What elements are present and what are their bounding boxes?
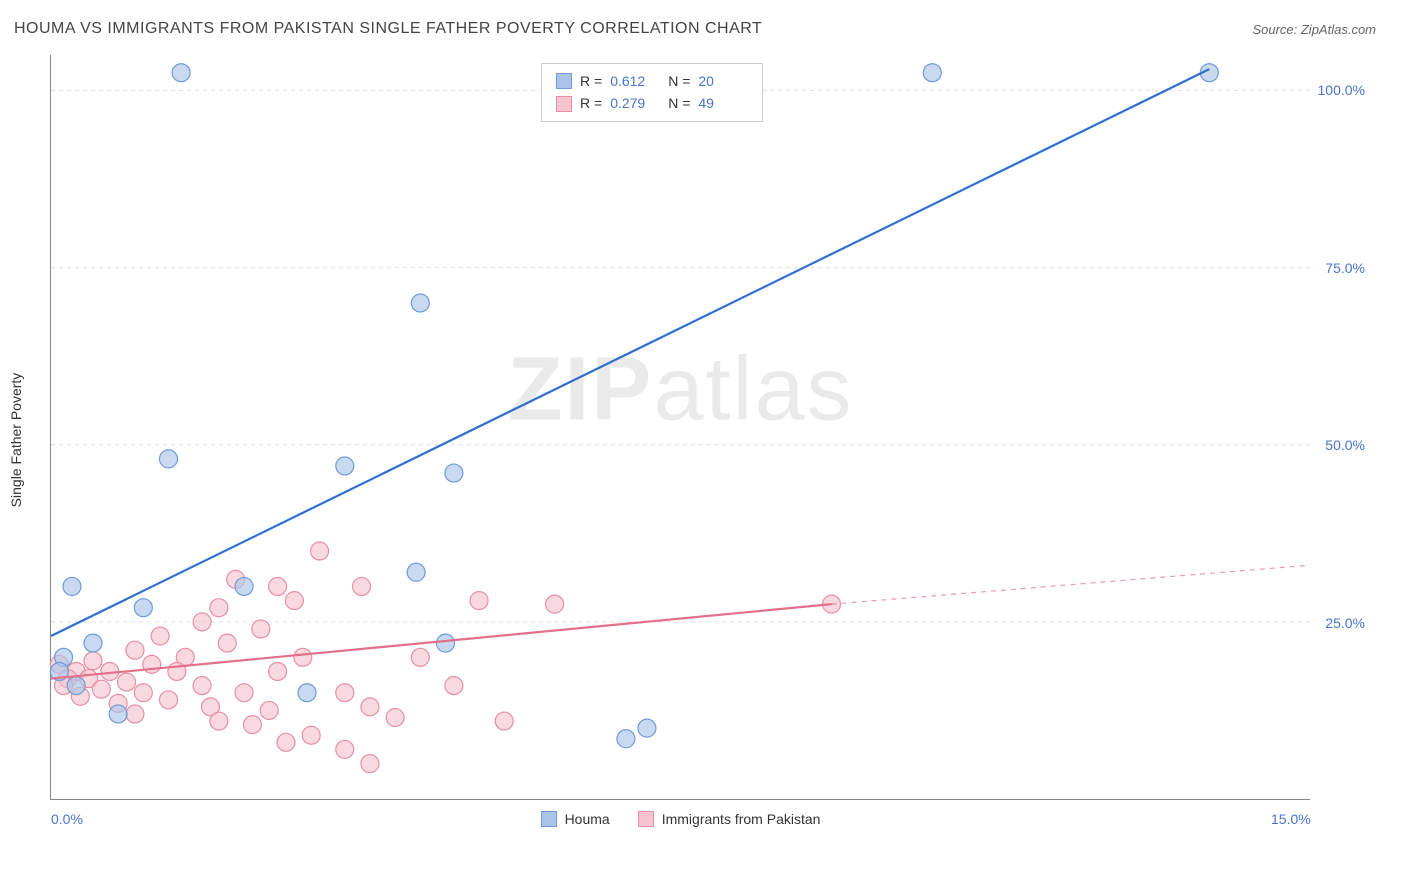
legend-row-pakistan: R = 0.279 N = 49	[556, 92, 748, 114]
y-tick-label: 75.0%	[1325, 260, 1365, 276]
plot-svg	[51, 55, 1310, 799]
legend-swatch-pakistan-icon	[638, 811, 654, 827]
legend-r-value-houma: 0.612	[610, 70, 660, 92]
y-tick-label: 100.0%	[1318, 82, 1365, 98]
legend-n-label: N =	[668, 70, 690, 92]
plot-area: ZIPatlas 25.0%50.0%75.0%100.0% 0.0%15.0%…	[50, 55, 1310, 800]
legend-correlation: R = 0.612 N = 20 R = 0.279 N = 49	[541, 63, 763, 122]
legend-series: Houma Immigrants from Pakistan	[541, 811, 821, 827]
x-tick-label: 0.0%	[51, 811, 83, 827]
chart-area: Single Father Poverty ZIPatlas 25.0%50.0…	[50, 55, 1350, 825]
legend-item-houma: Houma	[541, 811, 610, 827]
y-tick-label: 50.0%	[1325, 437, 1365, 453]
chart-title: HOUMA VS IMMIGRANTS FROM PAKISTAN SINGLE…	[14, 20, 762, 38]
legend-n-value-houma: 20	[698, 70, 748, 92]
legend-row-houma: R = 0.612 N = 20	[556, 70, 748, 92]
source-label: Source: ZipAtlas.com	[1252, 22, 1376, 37]
legend-swatch-houma	[556, 73, 572, 89]
legend-swatch-houma-icon	[541, 811, 557, 827]
y-axis-title: Single Father Poverty	[8, 373, 24, 508]
legend-label-pakistan: Immigrants from Pakistan	[662, 811, 821, 827]
legend-r-label: R =	[580, 92, 602, 114]
legend-n-value-pakistan: 49	[698, 92, 748, 114]
legend-item-pakistan: Immigrants from Pakistan	[638, 811, 821, 827]
legend-swatch-pakistan	[556, 96, 572, 112]
legend-label-houma: Houma	[565, 811, 610, 827]
legend-n-label: N =	[668, 92, 690, 114]
x-tick-label: 15.0%	[1271, 811, 1311, 827]
y-tick-label: 25.0%	[1325, 615, 1365, 631]
legend-r-label: R =	[580, 70, 602, 92]
legend-r-value-pakistan: 0.279	[610, 92, 660, 114]
